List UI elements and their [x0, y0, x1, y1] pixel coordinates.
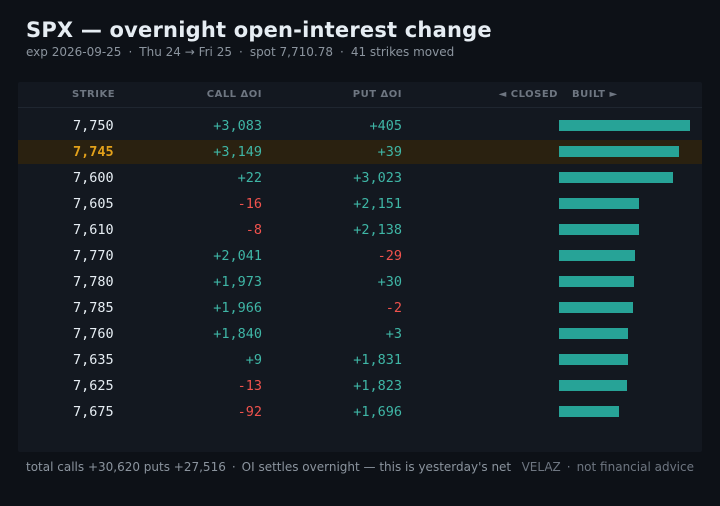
built-bar	[559, 302, 633, 313]
built-bar	[559, 380, 627, 391]
disclaimer-label: not financial advice	[576, 460, 694, 474]
spot-label: spot 7,710.78	[249, 45, 333, 59]
call-oi-cell: +1,966	[213, 300, 262, 316]
put-oi-cell: +3,023	[353, 170, 402, 186]
call-oi-cell: -13	[237, 378, 262, 394]
table-header: STRIKE CALL ΔOI PUT ΔOI ◄ CLOSED BUILT ►	[18, 82, 702, 108]
call-oi-cell: +3,083	[213, 118, 262, 134]
table-row[interactable]: 7,635 +9 +1,831	[18, 348, 702, 372]
strike-cell: 7,600	[73, 170, 114, 186]
built-bar	[559, 354, 628, 365]
strike-cell: 7,625	[73, 378, 114, 394]
strike-cell: 7,780	[73, 274, 114, 290]
footer-summary: total calls +30,620 puts +27,516 · OI sett…	[26, 460, 512, 474]
footer-brand: VELAZ · not financial advice	[521, 460, 694, 474]
call-oi-cell: +1,840	[213, 326, 262, 342]
put-oi-cell: +30	[377, 274, 402, 290]
strike-cell: 7,635	[73, 352, 114, 368]
put-oi-cell: +2,151	[353, 196, 402, 212]
table-row[interactable]: 7,675 -92 +1,696	[18, 400, 702, 424]
put-oi-cell: +1,823	[353, 378, 402, 394]
brand-label: VELAZ	[521, 460, 561, 474]
put-oi-cell: +39	[377, 144, 402, 160]
table-row[interactable]: 7,625 -13 +1,823	[18, 374, 702, 398]
built-bar	[559, 328, 628, 339]
strike-cell: 7,760	[73, 326, 114, 342]
built-bar	[559, 250, 635, 261]
built-bar	[559, 172, 673, 183]
strike-cell: 7,745	[73, 144, 114, 160]
put-oi-cell: -29	[377, 248, 402, 264]
table-row[interactable]: 7,785 +1,966 -2	[18, 296, 702, 320]
column-header-closed: ◄ CLOSED	[498, 89, 558, 100]
strike-cell: 7,770	[73, 248, 114, 264]
strike-cell: 7,675	[73, 404, 114, 420]
call-oi-cell: +22	[237, 170, 262, 186]
date-range-label: Thu 24 → Fri 25	[139, 45, 232, 59]
built-bar	[559, 406, 619, 417]
built-bar	[559, 224, 639, 235]
table-row[interactable]: 7,770 +2,041 -29	[18, 244, 702, 268]
put-oi-cell: -2	[385, 300, 402, 316]
table-row[interactable]: 7,745 +3,149 +39	[18, 140, 702, 164]
expiry-label: exp 2026-09-25	[26, 45, 122, 59]
column-header-put: PUT ΔOI	[352, 89, 402, 100]
call-oi-cell: +3,149	[213, 144, 262, 160]
put-oi-cell: +3	[385, 326, 402, 342]
call-oi-cell: +1,973	[213, 274, 262, 290]
page-title: SPX — overnight open-interest change	[26, 18, 492, 42]
column-header-strike: STRIKE	[72, 89, 116, 100]
table-row[interactable]: 7,760 +1,840 +3	[18, 322, 702, 346]
strike-cell: 7,750	[73, 118, 114, 134]
put-oi-cell: +1,696	[353, 404, 402, 420]
totals-label: total calls +30,620 puts +27,516	[26, 460, 226, 474]
subtitle: exp 2026-09-25 · Thu 24 → Fri 25 · spot 7,71…	[26, 45, 455, 59]
call-oi-cell: +2,041	[213, 248, 262, 264]
strikes-moved-label: 41 strikes moved	[350, 45, 455, 59]
oi-change-table: STRIKE CALL ΔOI PUT ΔOI ◄ CLOSED BUILT ►…	[18, 82, 702, 452]
call-oi-cell: -8	[245, 222, 262, 238]
call-oi-cell: +9	[245, 352, 262, 368]
table-row[interactable]: 7,750 +3,083 +405	[18, 114, 702, 138]
call-oi-cell: -92	[237, 404, 262, 420]
put-oi-cell: +405	[369, 118, 402, 134]
call-oi-cell: -16	[237, 196, 262, 212]
column-header-call: CALL ΔOI	[206, 89, 262, 100]
built-bar	[559, 120, 690, 131]
built-bar	[559, 198, 639, 209]
put-oi-cell: +2,138	[353, 222, 402, 238]
put-oi-cell: +1,831	[353, 352, 402, 368]
built-bar	[559, 276, 634, 287]
table-row[interactable]: 7,605 -16 +2,151	[18, 192, 702, 216]
column-header-built: BUILT ►	[572, 89, 618, 100]
table-row[interactable]: 7,780 +1,973 +30	[18, 270, 702, 294]
table-row[interactable]: 7,610 -8 +2,138	[18, 218, 702, 242]
strike-cell: 7,785	[73, 300, 114, 316]
strike-cell: 7,605	[73, 196, 114, 212]
built-bar	[559, 146, 679, 157]
table-row[interactable]: 7,600 +22 +3,023	[18, 166, 702, 190]
strike-cell: 7,610	[73, 222, 114, 238]
settle-note: OI settles overnight — this is yesterday…	[241, 460, 512, 474]
